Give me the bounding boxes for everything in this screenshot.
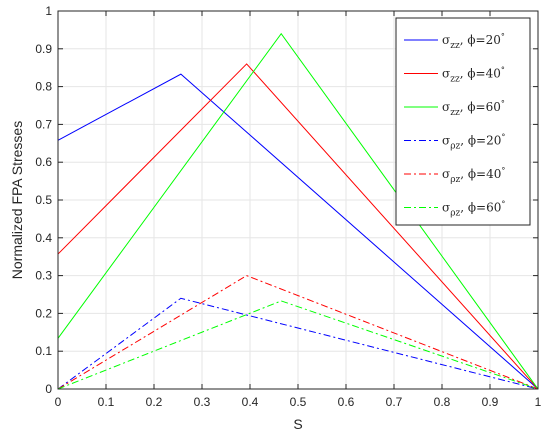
legend-entry-2: σzz, ϕ=40°	[442, 66, 505, 85]
legend-symbol: σ	[442, 134, 450, 148]
legend-symbol: σ	[442, 201, 450, 215]
legend-entry-1: σzz, ϕ=20°	[442, 32, 505, 51]
x-tick-label: 0.4	[242, 395, 259, 409]
x-tick-label: 1	[535, 395, 542, 409]
legend-angle: 60	[486, 201, 501, 215]
x-tick-label: 0.5	[290, 395, 307, 409]
y-tick-label: 0.6	[35, 155, 52, 169]
legend-box	[395, 17, 531, 226]
legend-entry-4: σρz, ϕ=20°	[442, 133, 505, 152]
y-tick-label: 0.1	[35, 344, 52, 358]
y-tick-label: 0.7	[35, 117, 52, 131]
legend-entry-3: σzz, ϕ=60°	[442, 99, 505, 118]
legend-entry-6: σρz, ϕ=60°	[442, 200, 505, 219]
y-axis-label: Normalized FPA Stresses	[9, 121, 25, 279]
y-tick-label: 0.5	[35, 193, 52, 207]
y-tick-label: 0	[45, 382, 52, 396]
legend-subscript: zz	[450, 41, 460, 51]
series-line-1	[57, 73, 539, 390]
legend-symbol: σ	[442, 100, 450, 114]
x-tick-label: 0.2	[146, 395, 163, 409]
series-line-2	[57, 63, 539, 390]
legend-subscript: ρz	[450, 142, 460, 152]
legend-entry-5: σρz, ϕ=40°	[442, 166, 505, 185]
y-tick-label: 0.9	[35, 42, 52, 56]
y-tick-label: 0.8	[35, 80, 52, 94]
legend-symbol: σ	[442, 33, 450, 47]
x-tick-label: 0	[55, 395, 62, 409]
legend-symbol: σ	[442, 67, 450, 81]
legend-subscript: ρz	[450, 209, 460, 219]
legend: σzz, ϕ=20° σzz, ϕ=40° σzz, ϕ=60° σρz, ϕ=20°…	[395, 17, 531, 226]
x-tick-label: 0.1	[98, 395, 115, 409]
ticks: 0 0.1 0.2 0.3 0.4 0.5 0.6 0.7 0.8 0.9 1 0 0.1 0.2 0.3 0…	[35, 4, 541, 409]
series-line-5	[57, 275, 539, 390]
x-tick-label: 0.3	[194, 395, 211, 409]
x-tick-label: 0.7	[386, 395, 403, 409]
legend-angle: 20	[486, 134, 501, 148]
legend-angle: 60	[486, 100, 501, 114]
legend-angle: 40	[486, 67, 501, 81]
legend-subscript: ρz	[450, 175, 460, 185]
y-tick-label: 0.4	[35, 231, 52, 245]
y-tick-label: 0.3	[35, 269, 52, 283]
x-tick-label: 0.8	[434, 395, 451, 409]
x-tick-label: 0.6	[338, 395, 355, 409]
series-line-3	[57, 32, 539, 390]
series-line-4	[57, 297, 539, 390]
x-tick-label: 0.9	[482, 395, 499, 409]
legend-subscript: zz	[450, 108, 460, 118]
y-tick-label: 0.2	[35, 306, 52, 320]
legend-angle: 20	[486, 33, 501, 47]
y-tick-label: 1	[45, 4, 52, 18]
x-axis-label: S	[293, 416, 302, 432]
legend-angle: 40	[486, 167, 501, 181]
plot-lines	[57, 32, 539, 390]
legend-symbol: σ	[442, 167, 450, 181]
series-line-6	[57, 300, 539, 390]
legend-subscript: zz	[450, 75, 460, 85]
